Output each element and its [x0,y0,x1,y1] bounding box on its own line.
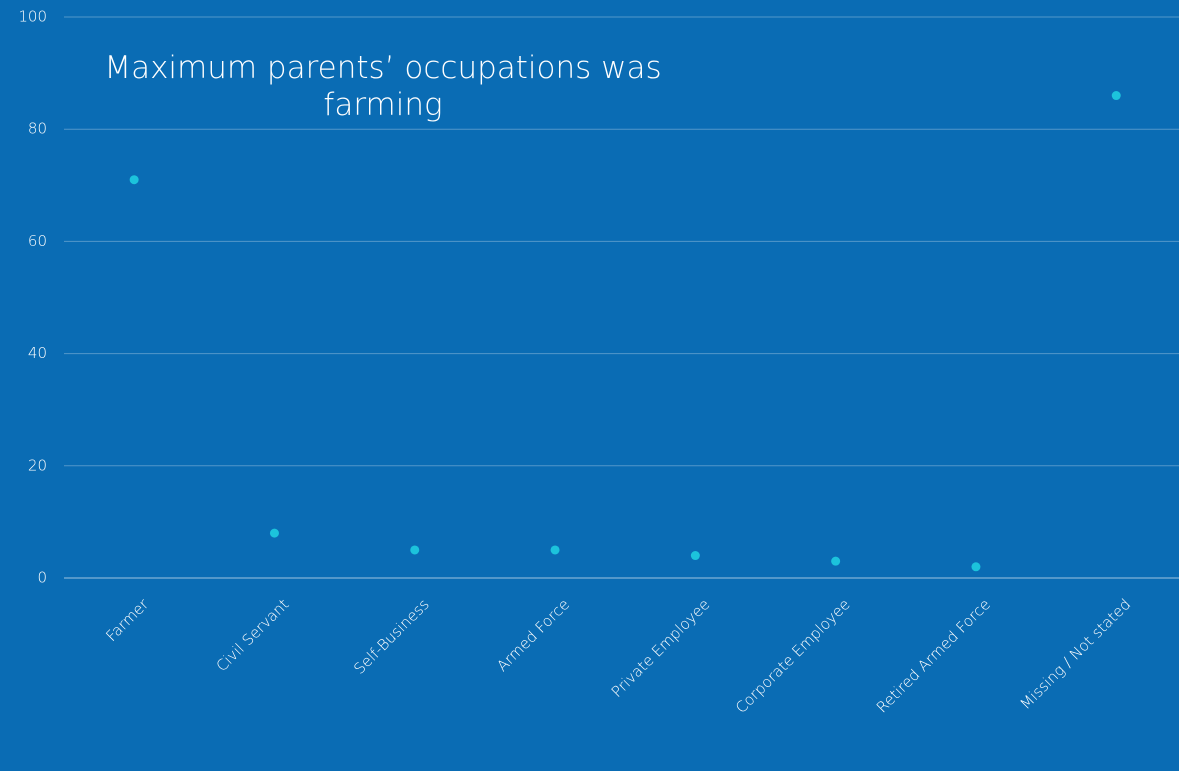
y-tick-label: 40 [28,344,47,362]
x-tick-label: Private Employee [608,595,714,701]
point [129,175,139,185]
x-tick-label: Farmer [102,595,152,645]
x-tick-label: Missing / Not stated [1016,595,1134,713]
x-tick-label: Civil Servant [213,595,293,675]
point [690,551,700,561]
point [1111,91,1121,101]
chart-title: Maximum parents’ occupations was farming [104,50,662,123]
point [410,545,420,555]
point [971,562,981,572]
point [831,556,841,566]
x-tick-label: Self-Business [350,595,433,678]
y-tick-label: 20 [28,456,47,474]
y-tick-label: 0 [37,569,47,587]
x-tick-label: Armed Force [493,595,573,675]
y-tick-label: 80 [28,120,47,138]
y-tick-label: 100 [18,8,47,26]
y-tick-label: 60 [28,232,47,250]
x-tick-label: Retired Armed Force [873,595,994,716]
point [269,528,279,538]
x-tick-label: Corporate Employee [732,595,854,717]
point [550,545,560,555]
